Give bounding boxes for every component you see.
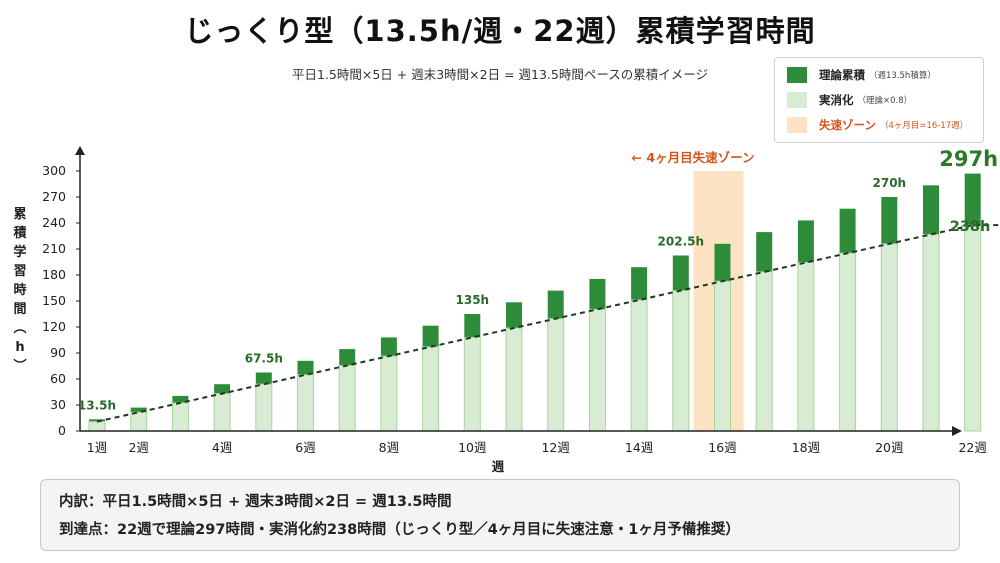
bar-actual <box>755 271 773 432</box>
x-axis-arrow <box>952 426 962 436</box>
bar-theory <box>923 185 939 235</box>
data-label: 270h <box>873 176 907 190</box>
legend-sub-actual: （理論×0.8） <box>857 96 913 106</box>
y-tick-label: 210 <box>42 241 66 256</box>
bar-theory <box>506 302 522 329</box>
legend-sub-zone: （4ヶ月目=16-17週） <box>879 121 969 131</box>
x-tick-label: 1週 <box>87 440 108 455</box>
bar-actual <box>588 308 606 432</box>
bar-actual <box>380 355 398 432</box>
data-label: 67.5h <box>245 352 283 366</box>
bar-actual <box>213 393 231 432</box>
bar-actual <box>463 336 481 432</box>
bar-actual <box>505 327 523 432</box>
end-label-actual: 238h <box>950 219 991 235</box>
x-tick-label: 2週 <box>128 440 149 455</box>
x-tick-label: 18週 <box>792 440 821 455</box>
x-tick-label: 16週 <box>708 440 737 455</box>
legend-label-zone: 失速ゾーン <box>819 118 876 132</box>
bar-actual <box>672 290 690 432</box>
bar-actual <box>255 383 273 432</box>
bar-theory <box>964 173 981 226</box>
y-axis-label: 累積学習時間︵ h ︶ <box>12 206 27 374</box>
legend-swatch-theory <box>787 67 807 83</box>
chart-subtitle: 平日1.5時間×5日 + 週末3時間×2日 = 週13.5時間ペースの累積イメー… <box>292 67 708 82</box>
y-tick-label: 240 <box>42 215 66 230</box>
y-tick-label: 150 <box>42 293 66 308</box>
bar-actual <box>547 318 565 432</box>
bar-theory <box>339 349 356 366</box>
legend-sub-theory: （週13.5h積算） <box>869 71 936 81</box>
data-label: 13.5h <box>78 398 116 412</box>
y-axis-arrow <box>75 146 85 155</box>
legend-item-actual: 実消化 （理論×0.8） <box>787 91 912 109</box>
bar-actual <box>297 374 314 432</box>
x-tick-label: 20週 <box>875 440 904 455</box>
bar-theory <box>380 337 397 357</box>
slowdown-zone-label: ← 4ヶ月目失速ゾーン <box>632 150 755 165</box>
bar-actual <box>422 346 440 432</box>
x-tick-label: 6週 <box>295 440 316 455</box>
x-tick-label: 8週 <box>379 440 400 455</box>
note-breakdown: 内訳：平日1.5時間×5日 + 週末3時間×2日 = 週13.5時間 <box>59 494 452 510</box>
bar-actual <box>130 411 148 432</box>
y-tick-label: 60 <box>50 371 66 386</box>
y-tick-label: 180 <box>42 267 66 282</box>
bar-theory <box>756 232 773 272</box>
bar-theory <box>797 220 814 263</box>
legend-item-zone: 失速ゾーン （4ヶ月目=16-17週） <box>787 116 968 134</box>
bar-theory <box>589 278 606 310</box>
bar-theory <box>255 372 272 385</box>
bar-theory <box>714 243 731 282</box>
bar-theory <box>297 360 314 375</box>
bar-actual <box>797 262 815 432</box>
chart-title: じっくり型（13.5h/週・22週）累積学習時間 <box>184 14 816 48</box>
y-tick-label: 0 <box>58 423 66 438</box>
x-tick-label: 22週 <box>958 440 987 455</box>
bar-actual <box>88 421 106 432</box>
cumulative-hours-chart: ← 4ヶ月目失速ゾーン 0 30 60 90 120 150 180 210 240 270 300 累… <box>12 146 1000 474</box>
legend: 理論累積 （週13.5h積算） 実消化 （理論×0.8） 失速ゾーン （4ヶ月目… <box>774 57 984 143</box>
bar-actual <box>630 299 648 432</box>
bar-theory <box>214 384 231 394</box>
data-label: 202.5h <box>658 235 705 249</box>
y-tick-label: 300 <box>42 163 66 178</box>
bar-actual <box>964 224 982 432</box>
end-label-theory: 297h <box>939 147 998 171</box>
y-tick-label: 90 <box>50 345 66 360</box>
legend-label-theory: 理論累積 <box>819 68 865 82</box>
y-tick-label: 120 <box>42 319 66 334</box>
bar-theory <box>631 267 648 300</box>
bar-theory <box>422 325 439 347</box>
legend-item-theory: 理論累積 （週13.5h積算） <box>787 66 936 84</box>
actual-trend-line <box>96 224 1000 423</box>
bar-actual <box>338 364 356 432</box>
legend-swatch-zone <box>787 117 807 133</box>
data-label: 135h <box>456 293 490 307</box>
note-goal: 到達点：22週で理論297時間・実消化約238時間（じっくり型／4ヶ月目に失速注… <box>59 522 740 538</box>
summary-note: 内訳：平日1.5時間×5日 + 週末3時間×2日 = 週13.5時間 到達点：2… <box>40 479 960 551</box>
x-tick-label: 14週 <box>625 440 654 455</box>
bar-actual <box>171 402 189 432</box>
y-tick-label: 270 <box>42 189 66 204</box>
bar-theory <box>672 255 689 291</box>
x-axis-label: 週 <box>492 459 505 474</box>
x-tick-label: 4週 <box>212 440 233 455</box>
y-tick-label: 30 <box>50 397 66 412</box>
bar-actual <box>880 243 898 432</box>
bar-theory <box>547 290 564 319</box>
bar-theory <box>881 197 898 244</box>
bar-theory <box>89 419 105 422</box>
x-tick-label: 10週 <box>458 440 487 455</box>
x-tick-label: 12週 <box>541 440 570 455</box>
legend-label-actual: 実消化 <box>819 93 854 107</box>
bar-theory <box>172 395 189 403</box>
bar-actual <box>714 280 731 432</box>
bar-actual <box>922 233 940 432</box>
bar-actual <box>839 252 857 432</box>
bar-theory <box>130 407 147 413</box>
legend-swatch-actual <box>787 92 807 108</box>
bar-theory <box>839 208 856 254</box>
bar-theory <box>464 314 481 338</box>
